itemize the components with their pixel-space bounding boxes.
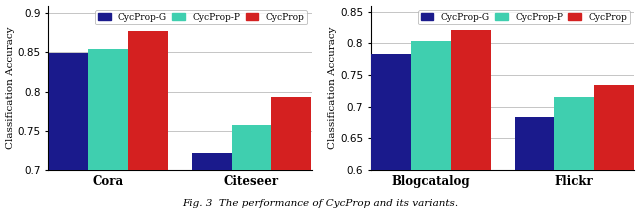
Bar xyxy=(192,153,232,210)
Bar xyxy=(128,31,168,210)
Bar xyxy=(271,97,311,210)
Bar xyxy=(554,97,594,210)
Bar xyxy=(411,41,451,210)
Text: Fig. 3  The performance of CycProp and its variants.: Fig. 3 The performance of CycProp and it… xyxy=(182,199,458,208)
Bar xyxy=(515,117,554,210)
Bar xyxy=(49,53,88,210)
Y-axis label: Classification Accuracy: Classification Accuracy xyxy=(6,26,15,149)
Legend: CycProp-G, CycProp-P, CycProp: CycProp-G, CycProp-P, CycProp xyxy=(418,10,630,25)
Bar xyxy=(371,54,411,210)
Bar xyxy=(232,125,271,210)
Bar xyxy=(594,84,634,210)
Y-axis label: Classification Accuracy: Classification Accuracy xyxy=(328,26,337,149)
Legend: CycProp-G, CycProp-P, CycProp: CycProp-G, CycProp-P, CycProp xyxy=(95,10,307,25)
Bar xyxy=(451,30,491,210)
Bar xyxy=(88,49,128,210)
